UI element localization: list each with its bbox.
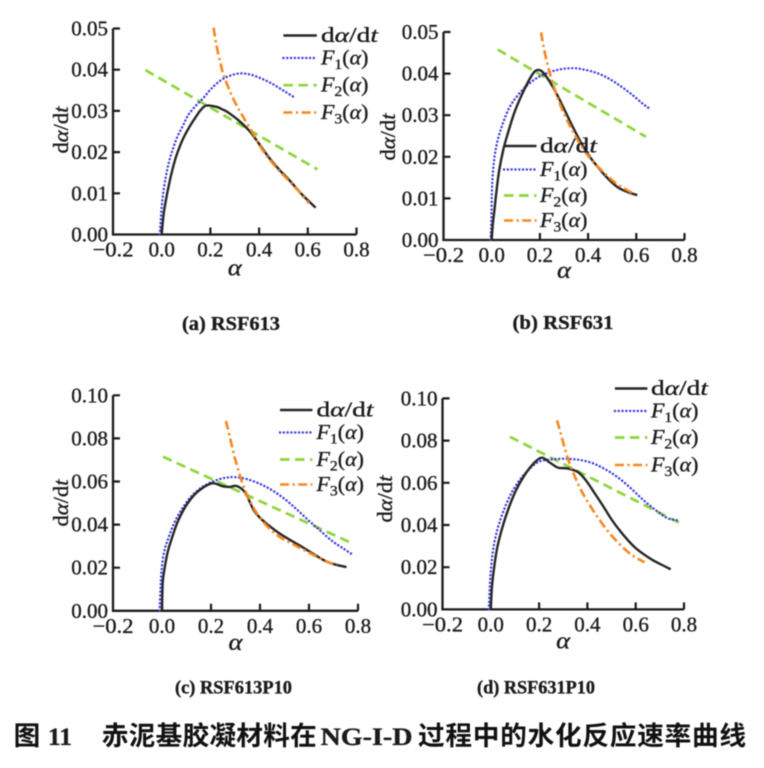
svg-text:(c) RSF613P10: (c) RSF613P10 — [175, 679, 292, 699]
svg-text:0.02: 0.02 — [401, 555, 438, 579]
svg-text:0.4: 0.4 — [575, 243, 602, 267]
svg-text:0.8: 0.8 — [671, 612, 697, 636]
svg-text:α: α — [229, 630, 243, 656]
svg-text:0.6: 0.6 — [623, 243, 649, 267]
svg-text:0.03: 0.03 — [402, 103, 439, 127]
svg-text:0.8: 0.8 — [345, 614, 371, 638]
svg-text:F3(α): F3(α) — [650, 453, 699, 481]
svg-text:F3(α): F3(α) — [539, 208, 588, 236]
svg-text:(a) RSF613: (a) RSF613 — [182, 313, 280, 335]
svg-text:dα/dt: dα/dt — [540, 134, 599, 158]
svg-text:(b) RSF631: (b) RSF631 — [513, 312, 614, 334]
svg-text:0.10: 0.10 — [71, 383, 108, 407]
svg-text:0.02: 0.02 — [71, 556, 108, 580]
svg-text:−0.2: −0.2 — [422, 612, 463, 636]
svg-text:dα/dt: dα/dt — [317, 398, 376, 422]
svg-text:dα/dt: dα/dt — [49, 478, 73, 526]
svg-text:0.01: 0.01 — [71, 181, 108, 205]
svg-text:0.8: 0.8 — [671, 243, 697, 267]
svg-text:0.6: 0.6 — [623, 612, 649, 636]
svg-text:0.4: 0.4 — [247, 614, 274, 638]
svg-text:0.04: 0.04 — [71, 58, 108, 82]
svg-text:dα/dt: dα/dt — [49, 105, 73, 153]
svg-text:0.4: 0.4 — [574, 612, 601, 636]
svg-text:0.10: 0.10 — [401, 386, 438, 410]
svg-text:0.01: 0.01 — [402, 186, 439, 210]
svg-text:dα/dt: dα/dt — [376, 112, 400, 160]
svg-text:F1(α): F1(α) — [650, 399, 699, 427]
svg-text:F1(α): F1(α) — [539, 157, 588, 185]
svg-text:0.06: 0.06 — [401, 471, 438, 495]
svg-text:0.00: 0.00 — [402, 228, 439, 252]
svg-text:11: 11 — [48, 724, 72, 751]
svg-text:0.06: 0.06 — [71, 470, 108, 494]
svg-text:0.04: 0.04 — [71, 513, 108, 537]
svg-text:−0.2: −0.2 — [93, 238, 134, 262]
svg-text:F1(α): F1(α) — [320, 46, 369, 74]
svg-text:dα/dt: dα/dt — [651, 376, 710, 400]
svg-text:0.04: 0.04 — [402, 62, 439, 86]
svg-text:0.05: 0.05 — [402, 20, 439, 44]
svg-text:α: α — [556, 628, 570, 654]
svg-text:0.08: 0.08 — [71, 426, 108, 450]
svg-text:0.2: 0.2 — [527, 243, 553, 267]
svg-text:0.00: 0.00 — [71, 223, 108, 247]
svg-text:(d) RSF631P10: (d) RSF631P10 — [477, 679, 595, 699]
svg-text:F1(α): F1(α) — [315, 420, 364, 448]
svg-text:α: α — [557, 258, 571, 284]
svg-text:0.03: 0.03 — [71, 99, 108, 123]
svg-text:0.02: 0.02 — [71, 140, 108, 164]
svg-text:0.0: 0.0 — [479, 243, 505, 267]
svg-text:−0.2: −0.2 — [93, 614, 134, 638]
svg-text:0.05: 0.05 — [71, 17, 108, 41]
svg-text:0.4: 0.4 — [246, 238, 273, 262]
svg-text:0.0: 0.0 — [478, 612, 504, 636]
svg-text:0.2: 0.2 — [526, 612, 552, 636]
svg-text:0.00: 0.00 — [71, 599, 108, 623]
svg-text:0.08: 0.08 — [401, 429, 438, 453]
svg-text:NG-I-D: NG-I-D — [321, 724, 413, 751]
svg-text:0.0: 0.0 — [149, 238, 175, 262]
svg-text:0.02: 0.02 — [402, 145, 439, 169]
svg-text:F3(α): F3(α) — [315, 472, 364, 500]
svg-text:0.6: 0.6 — [296, 614, 322, 638]
svg-text:0.2: 0.2 — [198, 614, 224, 638]
svg-text:F2(α): F2(α) — [315, 447, 364, 475]
svg-text:F3(α): F3(α) — [320, 100, 369, 128]
svg-text:F2(α): F2(α) — [320, 73, 369, 101]
svg-text:α: α — [228, 256, 242, 282]
svg-text:0.04: 0.04 — [401, 513, 438, 537]
svg-text:0.2: 0.2 — [197, 238, 223, 262]
svg-text:dα/dt: dα/dt — [373, 474, 397, 522]
svg-text:F2(α): F2(α) — [650, 425, 699, 453]
svg-text:−0.2: −0.2 — [423, 243, 464, 267]
svg-text:0.00: 0.00 — [401, 597, 438, 621]
svg-text:0.0: 0.0 — [149, 614, 175, 638]
svg-text:0.8: 0.8 — [343, 238, 369, 262]
svg-text:0.6: 0.6 — [295, 238, 321, 262]
svg-text:dα/dt: dα/dt — [321, 23, 380, 47]
svg-text:F2(α): F2(α) — [539, 183, 588, 211]
